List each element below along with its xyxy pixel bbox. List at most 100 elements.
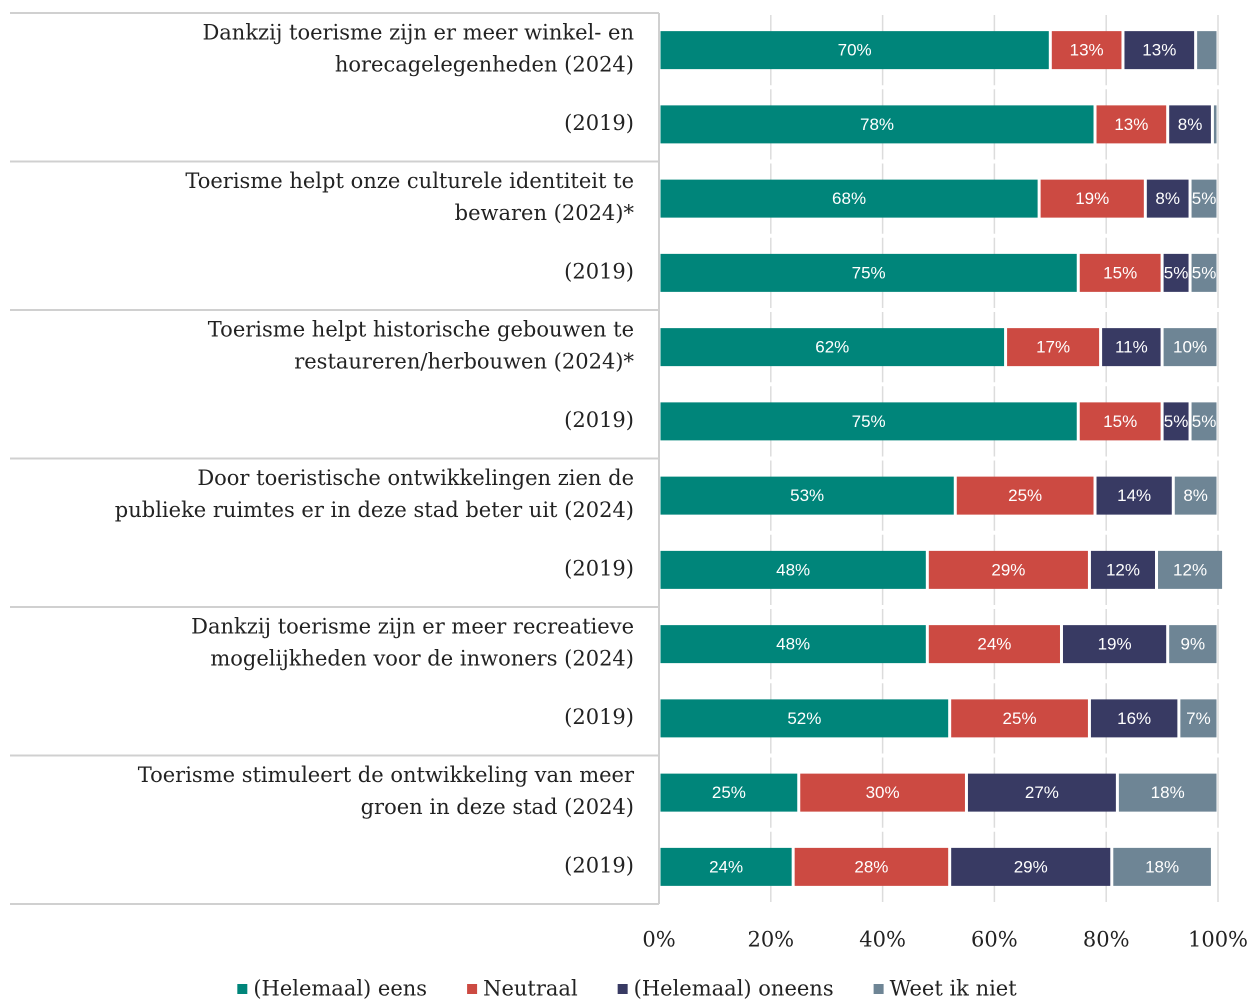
data-label: 53% xyxy=(790,486,824,505)
bar-segment xyxy=(1079,253,1161,292)
category-label: bewaren (2024)* xyxy=(455,201,635,225)
data-label: 28% xyxy=(854,857,888,876)
bar-segment xyxy=(1090,699,1178,738)
data-label: 13% xyxy=(1070,41,1104,60)
bar-segment xyxy=(660,328,1005,367)
bar-segment xyxy=(1096,105,1167,144)
x-tick-label: 0% xyxy=(642,928,675,952)
bar-segment xyxy=(1040,179,1144,218)
category-label: Door toeristische ontwikkelingen zien de xyxy=(197,466,634,490)
data-label: 12% xyxy=(1106,560,1140,579)
category-label: restaureren/herbouwen (2024)* xyxy=(294,350,634,374)
legend-label: (Helemaal) oneens xyxy=(634,977,834,1001)
bar-segment xyxy=(951,847,1111,886)
category-label: mogelijkheden voor de inwoners (2024) xyxy=(210,647,634,671)
bar-segment xyxy=(1007,328,1100,367)
bar-segment xyxy=(660,105,1094,144)
data-label: 25% xyxy=(1008,486,1042,505)
data-label: 5% xyxy=(1164,412,1189,431)
x-tick-label: 100% xyxy=(1188,928,1248,952)
category-label: (2019) xyxy=(564,705,634,729)
data-label: 52% xyxy=(787,709,821,728)
bar-segment xyxy=(1096,476,1172,515)
data-label: 25% xyxy=(712,783,746,802)
data-label: 16% xyxy=(1117,709,1151,728)
bar-segment xyxy=(1062,625,1167,664)
bar-segment xyxy=(1079,402,1161,441)
bar-segment xyxy=(1090,550,1156,589)
bar-segment xyxy=(1146,179,1189,218)
category-label: Toerisme stimuleert de ontwikkeling van … xyxy=(138,763,635,787)
category-label: Dankzij toerisme zijn er meer winkel- en xyxy=(202,21,634,45)
bar-segment xyxy=(1113,847,1211,886)
data-label: 25% xyxy=(1003,709,1037,728)
bar-segment xyxy=(660,625,926,664)
legend-swatch xyxy=(237,984,248,994)
data-label: 5% xyxy=(1192,263,1217,282)
category-label: (2019) xyxy=(564,556,634,580)
data-label: 7% xyxy=(1186,709,1211,728)
category-label: (2019) xyxy=(564,408,634,432)
bar-segment xyxy=(1051,31,1122,70)
data-label: 48% xyxy=(776,635,810,654)
data-label: 75% xyxy=(852,412,886,431)
bar-segment xyxy=(1169,625,1217,664)
category-label: horecagelegenheden (2024) xyxy=(335,53,634,77)
bar-segment xyxy=(1118,773,1217,812)
category-label: Toerisme helpt historische gebouwen te xyxy=(208,318,634,342)
bar-segment xyxy=(1197,31,1217,70)
bar-segment xyxy=(1163,402,1189,441)
data-label: 5% xyxy=(1192,412,1217,431)
legend-swatch xyxy=(617,984,628,994)
bar-segment xyxy=(794,847,949,886)
bar-segment xyxy=(1174,476,1217,515)
data-label: 68% xyxy=(832,189,866,208)
data-label: 75% xyxy=(852,263,886,282)
bar-segment xyxy=(660,31,1049,70)
data-label: 15% xyxy=(1103,412,1137,431)
legend-swatch xyxy=(873,984,884,994)
bar-segment xyxy=(1102,328,1161,367)
bar-segment xyxy=(660,253,1077,292)
data-label: 48% xyxy=(776,560,810,579)
bar-segment xyxy=(1163,253,1189,292)
bar-segment xyxy=(951,699,1088,738)
bar-segment xyxy=(967,773,1116,812)
x-tick-label: 60% xyxy=(971,928,1018,952)
bar-segment xyxy=(928,625,1060,664)
category-label: groen in deze stad (2024) xyxy=(361,795,634,819)
data-label: 62% xyxy=(815,338,849,357)
x-tick-label: 40% xyxy=(859,928,906,952)
category-label: (2019) xyxy=(564,853,634,877)
data-label: 18% xyxy=(1151,783,1185,802)
data-label: 12% xyxy=(1173,560,1207,579)
category-label: publieke ruimtes er in deze stad beter u… xyxy=(115,498,634,522)
data-label: 29% xyxy=(991,560,1025,579)
data-label: 13% xyxy=(1142,41,1176,60)
data-label: 5% xyxy=(1164,263,1189,282)
bar-segment xyxy=(956,476,1094,515)
data-label: 30% xyxy=(866,783,900,802)
bar-segment xyxy=(660,773,798,812)
category-label: Dankzij toerisme zijn er meer recreatiev… xyxy=(191,615,634,639)
data-label: 11% xyxy=(1115,338,1148,357)
data-label: 24% xyxy=(709,857,743,876)
category-label: Toerisme helpt onze culturele identiteit… xyxy=(185,169,634,193)
legend-label: (Helemaal) eens xyxy=(253,977,427,1001)
data-label: 8% xyxy=(1178,115,1203,134)
data-label: 19% xyxy=(1075,189,1109,208)
data-label: 13% xyxy=(1114,115,1148,134)
bar-segment xyxy=(800,773,965,812)
data-label: 19% xyxy=(1098,635,1132,654)
legend-label: Neutraal xyxy=(483,977,578,1001)
data-label: 29% xyxy=(1014,857,1048,876)
bar-segment xyxy=(1124,31,1195,70)
bar-segment xyxy=(660,402,1077,441)
category-label: (2019) xyxy=(564,259,634,283)
data-label: 78% xyxy=(860,115,894,134)
data-label: 70% xyxy=(838,41,872,60)
bar-segment xyxy=(660,699,949,738)
bar-segment xyxy=(928,550,1088,589)
legend-label: Weet ik niet xyxy=(890,977,1018,1001)
